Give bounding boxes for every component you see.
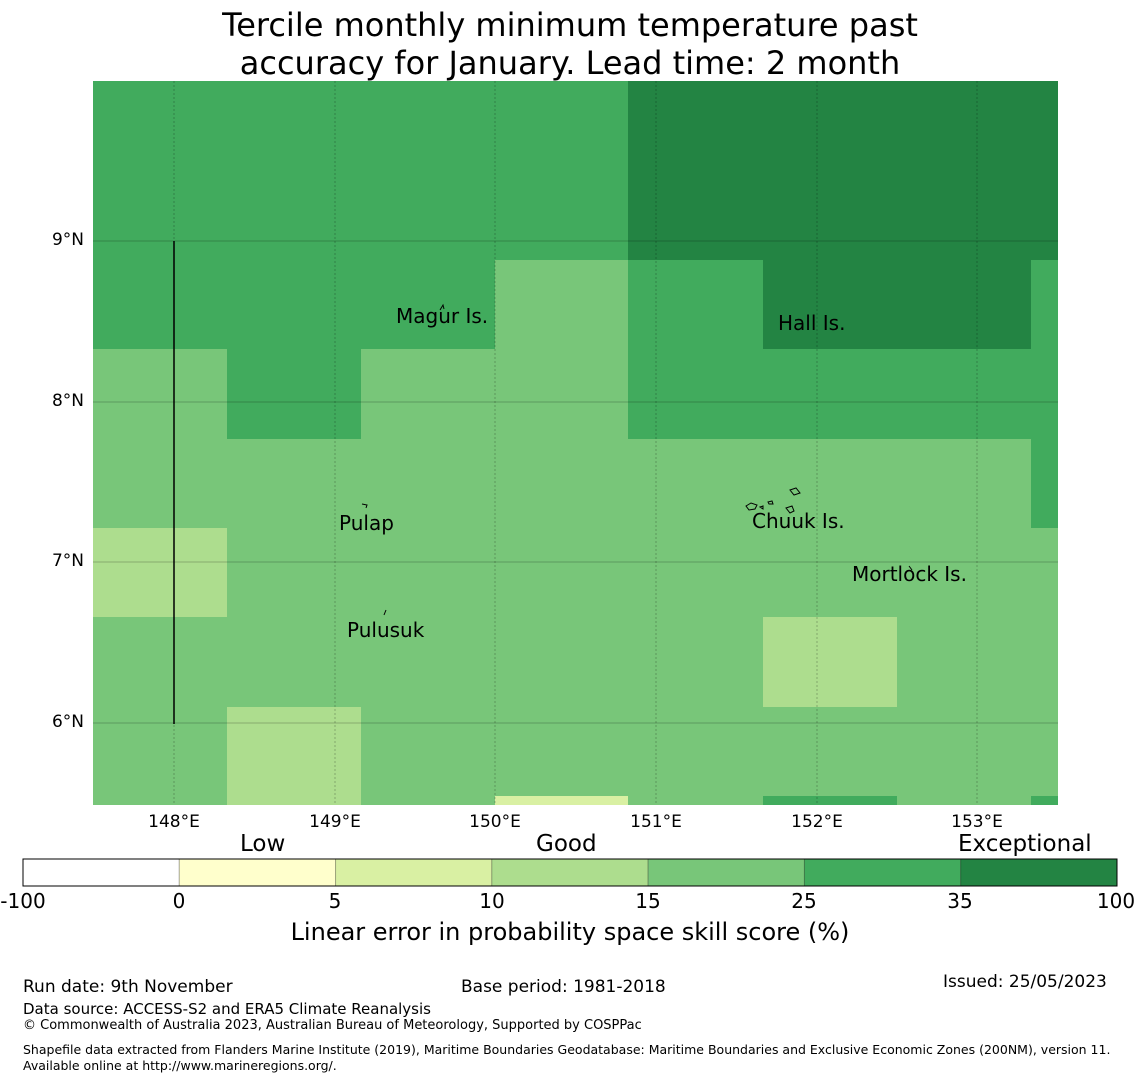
category-good: Good [536,831,597,857]
pulap-island-outline [361,503,368,509]
shapefile-credit: Shapefile data extracted from Flanders M… [23,1042,1111,1073]
lat-label-8n: 8°N [51,391,84,411]
skill-cell [628,260,763,439]
place-label-pulap: Pulap [339,511,394,535]
colorbar-segment [803,858,962,887]
issued-date: Issued: 25/05/2023 [943,972,1107,992]
place-label-hall: Hall Is. [778,311,846,335]
colorbar-tick: 15 [635,889,661,913]
skill-grid [93,81,1058,805]
category-low: Low [240,831,286,857]
skill-cell [1031,528,1058,805]
data-source: Data source: ACCESS-S2 and ERA5 Climate … [23,1000,431,1018]
skill-cell [628,81,1058,260]
lat-label-7n: 7°N [51,551,84,571]
lat-label-6n: 6°N [51,712,84,732]
colorbar-tick: 0 [172,889,186,913]
mortlock-island-outline [908,565,913,571]
colorbar-title: Linear error in probability space skill … [290,918,850,946]
lon-label-149e: 149°E [309,812,361,832]
pulusuk-island-outline [383,609,387,616]
colorbar-segment [178,858,337,887]
colorbar [22,858,1118,887]
chuuk-island-outline [745,487,801,514]
magur-island-outline [439,303,445,311]
colorbar-segment [960,858,1118,887]
map-title: Tercile monthly minimum temperature past… [0,6,1140,82]
skill-cell [1031,796,1058,805]
lon-label-153e: 153°E [951,812,1003,832]
colorbar-tick: 35 [947,889,973,913]
colorbar-segment [335,858,493,887]
skill-cell [93,528,227,617]
skill-cell [227,349,361,439]
copyright: © Commonwealth of Australia 2023, Austra… [23,1018,642,1033]
lon-label-151e: 151°E [630,812,682,832]
skill-cell [361,349,628,439]
colorbar-tick: 25 [791,889,817,913]
skill-cell [1031,260,1058,528]
place-label-magur: Magur Is. [396,304,489,328]
lon-label-150e: 150°E [469,812,521,832]
colorbar-tick: 10 [479,889,505,913]
island-outlines [361,303,913,616]
category-exceptional: Exceptional [958,831,1092,857]
colorbar-segment [22,858,180,887]
skill-cell [495,260,628,349]
lat-label-9n: 9°N [51,230,84,250]
title-line-2: accuracy for January. Lead time: 2 month [239,44,901,82]
colorbar-tick: 5 [328,889,342,913]
lon-label-152e: 152°E [791,812,843,832]
run-date: Run date: 9th November [23,977,233,997]
place-label-mortlock: Mortlock Is. [852,562,967,586]
skill-cell [763,260,1031,349]
skill-cell [763,617,897,707]
skill-cell [763,796,897,805]
skill-cell [763,349,1031,439]
colorbar-segment [491,858,649,887]
colorbar-outline [22,858,1118,887]
title-line-1: Tercile monthly minimum temperature past [222,6,918,44]
colorbar-tick: 100 [1096,889,1136,913]
base-period: Base period: 1981-2018 [461,977,666,997]
place-label-chuuk: Chuuk Is. [752,509,845,533]
skill-cell [495,796,628,805]
colorbar-segment [647,858,805,887]
place-label-pulusuk: Pulusuk [347,618,425,642]
colorbar-tick: -100 [0,889,46,913]
lon-label-148e: 148°E [148,812,200,832]
skill-cell [227,707,361,805]
